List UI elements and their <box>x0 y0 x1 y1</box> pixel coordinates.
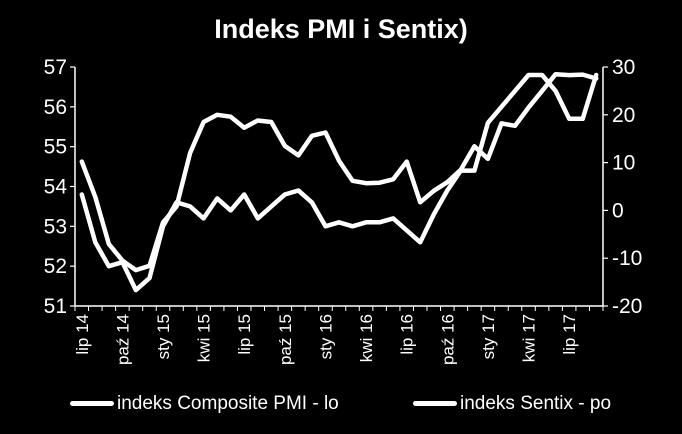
x-tick-label: lip 14 <box>73 314 92 355</box>
legend-swatch-sentix <box>413 401 457 407</box>
x-tick-label: sty 17 <box>479 314 498 359</box>
left-tick-label: 55 <box>44 136 67 159</box>
legend-swatch-pmi <box>70 401 114 407</box>
left-axis-ticks: 51 52 53 54 55 56 57 <box>44 56 75 318</box>
x-tick-label: kwi 15 <box>195 314 214 362</box>
right-tick-label: 10 <box>612 152 635 175</box>
series-line-pmi <box>79 72 599 293</box>
right-tick-label: 20 <box>612 104 635 127</box>
left-tick-label: 54 <box>44 176 68 199</box>
x-tick-label: kwi 16 <box>357 314 376 362</box>
chart-axes <box>74 67 604 307</box>
x-tick-label: paź 16 <box>438 314 457 365</box>
x-tick-label: lip 16 <box>398 314 417 355</box>
x-axis-ticks: lip 14 paź 14 sty 15 kwi 15 lip 15 paź 15 sty … <box>73 306 604 365</box>
x-tick-label: lip 15 <box>235 314 254 355</box>
right-tick-label: 30 <box>612 56 635 79</box>
x-tick-label: paź 15 <box>276 314 295 365</box>
left-tick-label: 57 <box>44 56 67 79</box>
chart-title: Indeks PMI i Sentix) <box>214 14 468 44</box>
right-tick-label: -10 <box>612 247 642 270</box>
left-tick-label: 52 <box>44 255 67 278</box>
left-tick-label: 53 <box>44 215 67 238</box>
x-tick-label: sty 16 <box>316 314 335 359</box>
legend-item-sentix: indeks Sentix - po <box>413 393 611 415</box>
series-lines <box>79 71 599 293</box>
x-tick-label: lip 17 <box>560 314 579 355</box>
x-tick-label: kwi 17 <box>520 314 539 362</box>
right-tick-label: -20 <box>612 295 642 318</box>
right-tick-label: 0 <box>612 199 624 222</box>
legend-label-sentix: indeks Sentix - po <box>460 393 612 414</box>
legend-label-pmi: indeks Composite PMI - lo <box>117 393 339 414</box>
right-axis-ticks: -20 -10 0 10 20 30 <box>603 56 642 318</box>
x-tick-label: sty 15 <box>154 314 173 359</box>
series-line-sentix <box>79 71 599 273</box>
left-tick-label: 56 <box>44 96 67 119</box>
x-tick-label: paź 14 <box>113 314 132 365</box>
left-tick-label: 51 <box>44 295 67 318</box>
legend-item-pmi: indeks Composite PMI - lo <box>70 393 339 415</box>
